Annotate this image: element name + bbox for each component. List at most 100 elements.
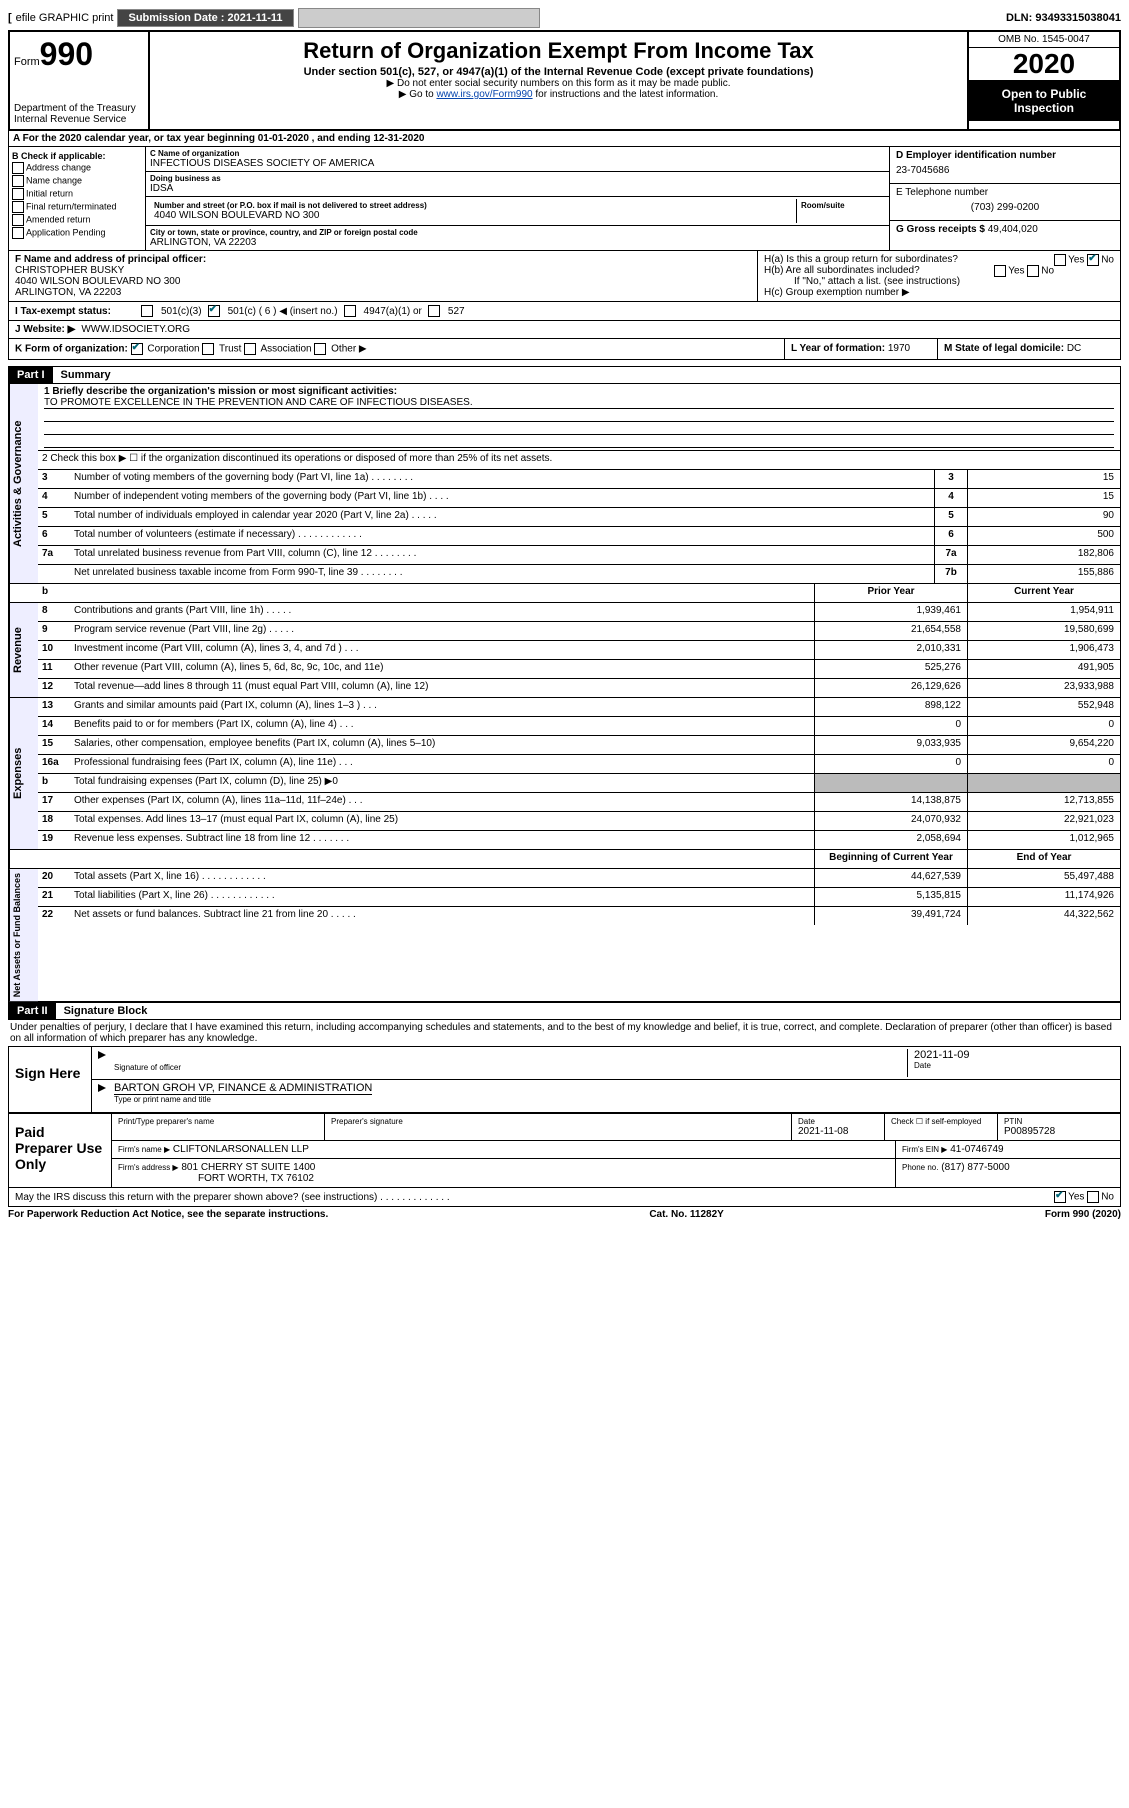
part1-header: Part I <box>9 367 53 383</box>
firm-name: CLIFTONLARSONALLEN LLP <box>173 1144 309 1155</box>
sig-officer-label: Signature of officer <box>114 1063 907 1072</box>
addr-label: Number and street (or P.O. box if mail i… <box>154 201 792 210</box>
irs-link[interactable]: www.irs.gov/Form990 <box>436 89 532 100</box>
firm-ein: 41-0746749 <box>950 1144 1003 1155</box>
hb-label: H(b) Are all subordinates included? <box>764 265 920 276</box>
box-b-label: B Check if applicable: <box>12 151 142 161</box>
vtab-expenses: Expenses <box>9 698 38 849</box>
perjury-text: Under penalties of perjury, I declare th… <box>8 1020 1121 1046</box>
hc-label: H(c) Group exemption number ▶ <box>764 287 1114 298</box>
org-name: INFECTIOUS DISEASES SOCIETY OF AMERICA <box>150 158 885 169</box>
firm-phone: (817) 877-5000 <box>941 1162 1009 1173</box>
chk-app-pending[interactable] <box>12 227 24 239</box>
ha-label: H(a) Is this a group return for subordin… <box>764 254 958 265</box>
addr-value: 4040 WILSON BOULEVARD NO 300 <box>154 210 792 221</box>
note-ssn: ▶ Do not enter social security numbers o… <box>154 78 963 89</box>
chk-4947[interactable] <box>344 305 356 317</box>
chk-other[interactable] <box>314 343 326 355</box>
city-value: ARLINGTON, VA 22203 <box>150 237 885 248</box>
k-label: K Form of organization: <box>15 344 128 355</box>
dept-label: Department of the Treasury Internal Reve… <box>14 103 144 125</box>
chk-name-change[interactable] <box>12 175 24 187</box>
suite-label: Room/suite <box>801 201 881 210</box>
discuss-text: May the IRS discuss this return with the… <box>15 1192 450 1203</box>
form-number: 990 <box>40 36 93 72</box>
sign-here-label: Sign Here <box>9 1047 92 1112</box>
submission-date-btn[interactable]: Submission Date : 2021-11-11 <box>117 9 293 27</box>
l-value: 1970 <box>888 343 910 354</box>
l1-label: 1 Briefly describe the organization's mi… <box>44 386 397 397</box>
officer-print-name: BARTON GROH VP, FINANCE & ADMINISTRATION <box>114 1082 372 1095</box>
chk-initial-return[interactable] <box>12 188 24 200</box>
m-label: M State of legal domicile: <box>944 343 1064 354</box>
gross-label: G Gross receipts $ <box>896 224 985 235</box>
form-subtitle: Under section 501(c), 527, or 4947(a)(1)… <box>154 66 963 78</box>
dba-value: IDSA <box>150 183 885 194</box>
chk-final-return[interactable] <box>12 201 24 213</box>
form-footer: Form 990 (2020) <box>1045 1209 1121 1220</box>
begin-year-hdr: Beginning of Current Year <box>814 850 967 868</box>
chk-hb-yes[interactable] <box>994 265 1006 277</box>
city-label: City or town, state or province, country… <box>150 228 885 237</box>
l-label: L Year of formation: <box>791 343 885 354</box>
chk-amended[interactable] <box>12 214 24 226</box>
chk-discuss-yes[interactable] <box>1054 1191 1066 1203</box>
chk-ha-no[interactable] <box>1087 254 1099 266</box>
chk-address-change[interactable] <box>12 162 24 174</box>
m-value: DC <box>1067 343 1081 354</box>
part2-header: Part II <box>9 1003 56 1019</box>
sig-date-label: Date <box>914 1061 1114 1070</box>
current-year-hdr: Current Year <box>967 584 1120 602</box>
note-goto-post: for instructions and the latest informat… <box>533 89 719 100</box>
chk-ha-yes[interactable] <box>1054 254 1066 266</box>
chk-527[interactable] <box>428 305 440 317</box>
row-b-num: b <box>38 584 70 602</box>
chk-corp[interactable] <box>131 343 143 355</box>
sig-date: 2021-11-09 <box>914 1049 1114 1061</box>
ein-label: D Employer identification number <box>896 150 1114 161</box>
website-label: J Website: ▶ <box>15 324 75 335</box>
efile-label: efile GRAPHIC print <box>16 12 114 24</box>
arrow-icon <box>98 1051 106 1059</box>
arrow-icon <box>98 1084 106 1092</box>
tax-year: 2020 <box>969 48 1119 81</box>
vtab-netassets: Net Assets or Fund Balances <box>9 869 38 1001</box>
part1-title: Summary <box>53 367 119 383</box>
org-name-label: C Name of organization <box>150 149 885 158</box>
chk-trust[interactable] <box>202 343 214 355</box>
website-value: WWW.IDSOCIETY.ORG <box>81 324 190 335</box>
dln-label: DLN: 93493315038041 <box>1006 12 1121 24</box>
end-year-hdr: End of Year <box>967 850 1120 868</box>
l2-text: 2 Check this box ▶ ☐ if the organization… <box>38 451 1120 469</box>
firm-addr2: FORT WORTH, TX 76102 <box>118 1173 889 1184</box>
ein-value: 23-7045686 <box>896 161 1114 180</box>
part2-title: Signature Block <box>56 1003 156 1019</box>
dba-label: Doing business as <box>150 174 885 183</box>
phone-value: (703) 299-0200 <box>896 198 1114 217</box>
chk-501c[interactable] <box>208 305 220 317</box>
open-inspection: Open to Public Inspection <box>969 81 1119 121</box>
omb-number: OMB No. 1545-0047 <box>969 32 1119 48</box>
blank-btn[interactable] <box>298 8 540 28</box>
chk-501c3[interactable] <box>141 305 153 317</box>
firm-addr1: 801 CHERRY ST SUITE 1400 <box>181 1162 315 1173</box>
chk-discuss-no[interactable] <box>1087 1191 1099 1203</box>
gross-value: 49,404,020 <box>988 224 1038 235</box>
chk-hb-no[interactable] <box>1027 265 1039 277</box>
officer-name: CHRISTOPHER BUSKY <box>15 265 751 276</box>
paperwork-notice: For Paperwork Reduction Act Notice, see … <box>8 1209 328 1220</box>
vtab-revenue: Revenue <box>9 603 38 697</box>
l1-mission: TO PROMOTE EXCELLENCE IN THE PREVENTION … <box>44 397 1114 409</box>
form-title: Return of Organization Exempt From Incom… <box>154 38 963 64</box>
form-label: Form <box>14 56 40 68</box>
print-name-label: Type or print name and title <box>114 1095 372 1104</box>
cat-no: Cat. No. 11282Y <box>328 1209 1045 1220</box>
hb-note: If "No," attach a list. (see instruction… <box>764 276 1114 287</box>
note-goto-pre: ▶ Go to <box>399 89 437 100</box>
paid-preparer-label: Paid Preparer Use Only <box>9 1114 112 1187</box>
officer-label: F Name and address of principal officer: <box>15 254 751 265</box>
section-a-period: A For the 2020 calendar year, or tax yea… <box>8 131 1121 147</box>
officer-addr: 4040 WILSON BOULEVARD NO 300 ARLINGTON, … <box>15 276 751 298</box>
chk-assoc[interactable] <box>244 343 256 355</box>
phone-label: E Telephone number <box>896 187 1114 198</box>
